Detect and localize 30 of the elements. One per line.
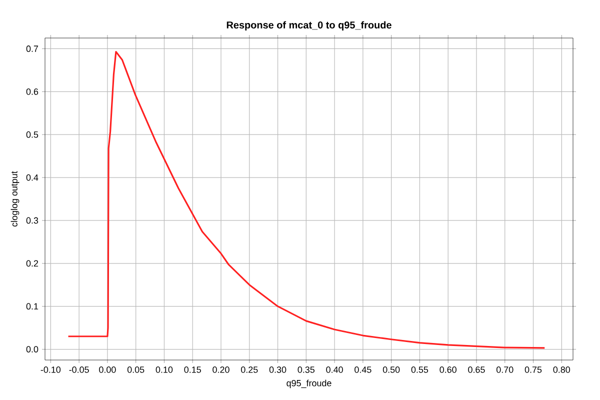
y-tick-label: 0.0 (26, 346, 38, 352)
x-tick-label: 0.75 (524, 366, 542, 373)
x-tick-label: 0.60 (440, 366, 456, 373)
x-tick-label: 0.00 (99, 366, 116, 373)
x-axis-title: q95_froude (286, 380, 332, 388)
y-tick-label: 0.2 (26, 260, 38, 267)
x-tick-label: 0.80 (553, 366, 570, 373)
x-tick-label: 0.45 (354, 366, 372, 373)
x-tick-label: 0.50 (382, 366, 400, 373)
x-tick-label: 0.70 (496, 366, 514, 373)
x-tick-label: 0.35 (298, 366, 315, 373)
y-tick-label: 0.7 (26, 46, 38, 52)
x-tick-label: -0.10 (40, 366, 61, 373)
x-tick-label: 0.40 (326, 366, 343, 373)
y-axis-title: cloglog output (10, 171, 20, 227)
y-tick-label: 0.3 (26, 217, 38, 224)
y-tick-label: 0.4 (26, 174, 38, 181)
x-tick-label: 0.15 (184, 366, 201, 373)
x-tick-label: 0.05 (127, 366, 144, 373)
x-tick-label: 0.10 (156, 366, 173, 373)
x-tick-label: 0.30 (269, 366, 286, 373)
x-tick-label: 0.55 (411, 366, 428, 373)
x-tick-label: 0.20 (212, 366, 230, 373)
y-tick-label: 0.6 (26, 88, 38, 95)
y-tick-label: 0.5 (26, 131, 38, 138)
x-tick-label: 0.65 (468, 366, 485, 373)
x-tick-label: 0.25 (241, 366, 258, 373)
x-tick-label: -0.05 (69, 366, 89, 373)
y-tick-label: 0.1 (26, 303, 38, 310)
chart-title: Response of mcat_0 to q95_froude (226, 21, 392, 30)
